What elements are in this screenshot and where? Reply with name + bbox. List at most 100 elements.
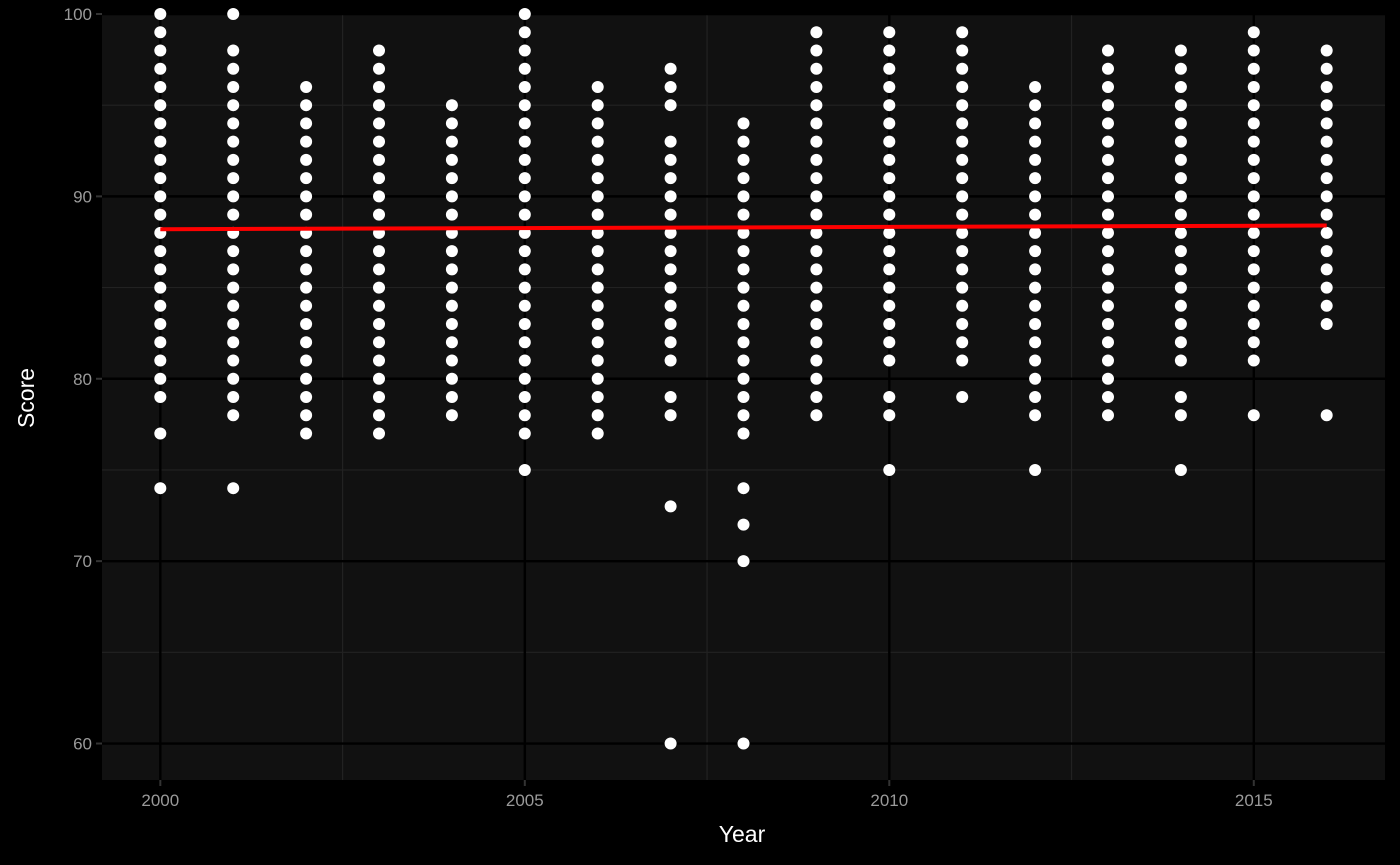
- data-point: [737, 427, 750, 440]
- data-point: [154, 190, 167, 203]
- x-tick-label: 2005: [506, 791, 544, 810]
- data-point: [1247, 44, 1260, 57]
- data-point: [227, 336, 240, 349]
- data-point: [1320, 208, 1333, 221]
- data-points: [154, 8, 1333, 750]
- data-point: [373, 208, 386, 221]
- data-point: [956, 354, 969, 367]
- data-point: [227, 80, 240, 93]
- data-point: [1320, 409, 1333, 422]
- data-point: [445, 99, 458, 112]
- data-point: [737, 336, 750, 349]
- data-point: [591, 263, 604, 276]
- data-point: [373, 354, 386, 367]
- data-point: [518, 80, 531, 93]
- data-point: [300, 427, 313, 440]
- data-point: [810, 263, 823, 276]
- data-point: [227, 263, 240, 276]
- data-point: [1029, 135, 1042, 148]
- data-point: [664, 318, 677, 331]
- data-point: [300, 153, 313, 166]
- data-point: [810, 117, 823, 130]
- data-point: [1029, 281, 1042, 294]
- data-point: [154, 153, 167, 166]
- data-point: [518, 463, 531, 476]
- data-point: [1320, 281, 1333, 294]
- data-point: [300, 190, 313, 203]
- data-point: [227, 391, 240, 403]
- data-point: [373, 80, 386, 93]
- data-point: [1320, 299, 1333, 312]
- data-point: [591, 409, 604, 422]
- data-point: [154, 135, 167, 148]
- data-point: [1320, 190, 1333, 203]
- data-point: [300, 263, 313, 276]
- data-point: [956, 153, 969, 166]
- data-point: [1101, 80, 1114, 93]
- data-point: [1174, 354, 1187, 367]
- data-point: [1174, 117, 1187, 130]
- data-point: [518, 318, 531, 331]
- data-point: [1101, 336, 1114, 349]
- data-point: [1101, 391, 1114, 403]
- data-point: [518, 172, 531, 185]
- x-tick-label: 2000: [141, 791, 179, 810]
- data-point: [1174, 409, 1187, 422]
- data-point: [1247, 226, 1260, 239]
- data-point: [1174, 80, 1187, 93]
- data-point: [737, 226, 750, 239]
- data-point: [664, 281, 677, 294]
- data-point: [1174, 135, 1187, 148]
- data-point: [1320, 44, 1333, 57]
- data-point: [737, 391, 750, 403]
- data-point: [810, 44, 823, 57]
- data-point: [154, 172, 167, 185]
- data-point: [1320, 62, 1333, 75]
- data-point: [373, 62, 386, 75]
- data-point: [810, 372, 823, 385]
- data-point: [373, 153, 386, 166]
- data-point: [445, 281, 458, 294]
- data-point: [1247, 336, 1260, 349]
- data-point: [591, 245, 604, 258]
- data-point: [737, 482, 750, 495]
- data-point: [664, 80, 677, 93]
- data-point: [810, 391, 823, 403]
- data-point: [227, 172, 240, 185]
- data-point: [227, 99, 240, 112]
- data-point: [664, 99, 677, 112]
- data-point: [1247, 117, 1260, 130]
- data-point: [956, 117, 969, 130]
- data-point: [956, 44, 969, 57]
- data-point: [883, 44, 896, 57]
- data-point: [810, 26, 823, 39]
- x-axis-ticks: 2000 2005 2010 2015: [141, 780, 1273, 810]
- trend-line: [160, 223, 1327, 232]
- data-point: [1174, 62, 1187, 75]
- data-point: [1320, 117, 1333, 130]
- data-point: [664, 737, 677, 750]
- data-point: [883, 117, 896, 130]
- data-point: [227, 135, 240, 148]
- data-point: [227, 372, 240, 385]
- data-point: [154, 263, 167, 276]
- data-point: [664, 135, 677, 148]
- data-point: [518, 135, 531, 148]
- data-point: [300, 354, 313, 367]
- data-point: [518, 391, 531, 403]
- data-point: [300, 80, 313, 93]
- data-point: [810, 172, 823, 185]
- data-point: [373, 135, 386, 148]
- data-point: [1247, 245, 1260, 258]
- data-point: [664, 336, 677, 349]
- data-point: [445, 190, 458, 203]
- data-point: [810, 99, 823, 112]
- data-point: [227, 44, 240, 57]
- data-point: [591, 318, 604, 331]
- data-point: [1029, 80, 1042, 93]
- data-point: [373, 44, 386, 57]
- data-point: [737, 245, 750, 258]
- data-point: [1174, 263, 1187, 276]
- data-point: [154, 391, 167, 403]
- data-point: [591, 281, 604, 294]
